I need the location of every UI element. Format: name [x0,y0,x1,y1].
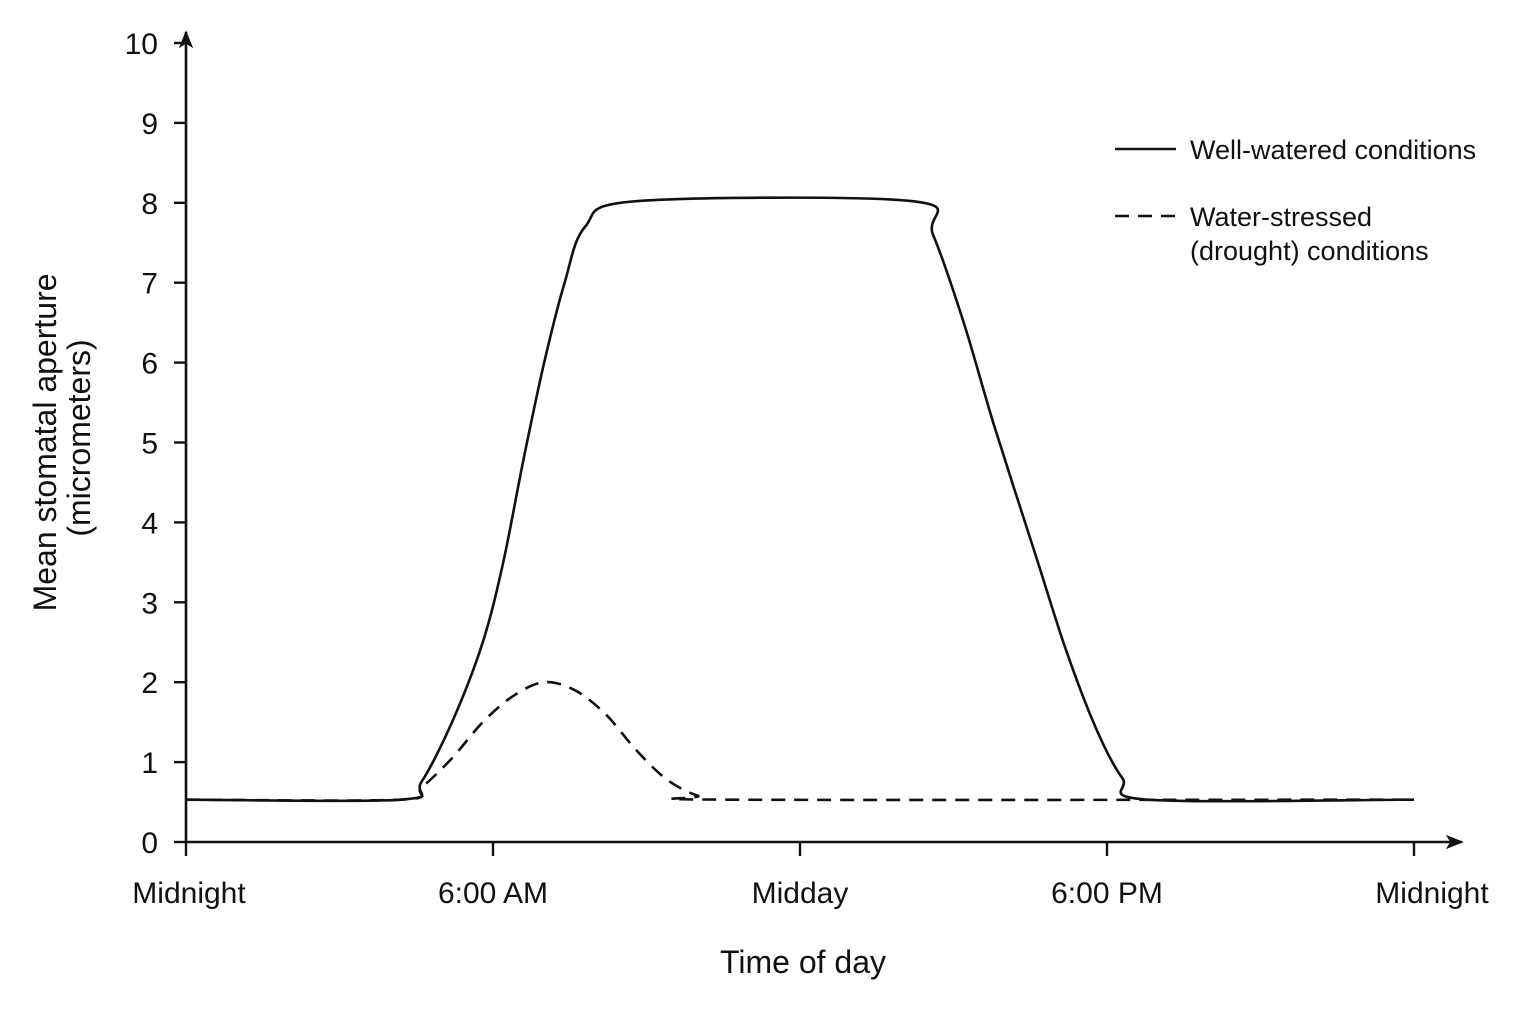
y-tick-label: 1 [141,747,158,780]
y-axis-title-line-1: Mean stomatal aperture [27,273,63,611]
y-axis-title: Mean stomatal aperture (micrometers) [27,265,97,612]
axes [178,30,1464,850]
y-tick-label: 8 [141,188,158,221]
legend: Well-watered conditions Water-stressed (dr… [1115,135,1476,266]
legend-label-line: Well-watered conditions [1190,135,1476,165]
x-tick-label: Midnight [132,877,246,910]
legend-label-line: Water-stressed [1190,202,1372,232]
y-tick-label: 10 [125,28,158,61]
legend-label: Water-stressed (drought) conditions [1190,202,1429,266]
y-tick-label: 4 [141,507,158,540]
x-tick-label: Midday [752,877,849,910]
y-axis-title-line-2: (micrometers) [61,339,97,536]
y-tick-label: 2 [141,667,158,700]
x-tick-group: Midnight 6:00 AM Midday 6:00 PM Midnight [132,842,1489,910]
x-tick-label: 6:00 AM [438,877,548,910]
y-tick-label: 5 [141,428,158,461]
x-tick-label: Midnight [1375,877,1489,910]
y-tick-label: 6 [141,348,158,381]
y-tick-label: 7 [141,268,158,301]
y-tick-label: 3 [141,587,158,620]
legend-label-line: (drought) conditions [1190,236,1429,266]
x-axis-title: Time of day [720,944,886,980]
series-line-water-stressed [185,680,1415,802]
x-tick-label: 6:00 PM [1051,877,1163,910]
y-tick-label: 0 [141,827,158,860]
y-tick-group: 0 1 2 3 4 5 6 7 8 9 10 [125,28,186,860]
series-group [185,196,1415,803]
y-tick-label: 9 [141,108,158,141]
series-line-well-watered [185,196,1415,803]
legend-label: Well-watered conditions [1190,135,1476,165]
